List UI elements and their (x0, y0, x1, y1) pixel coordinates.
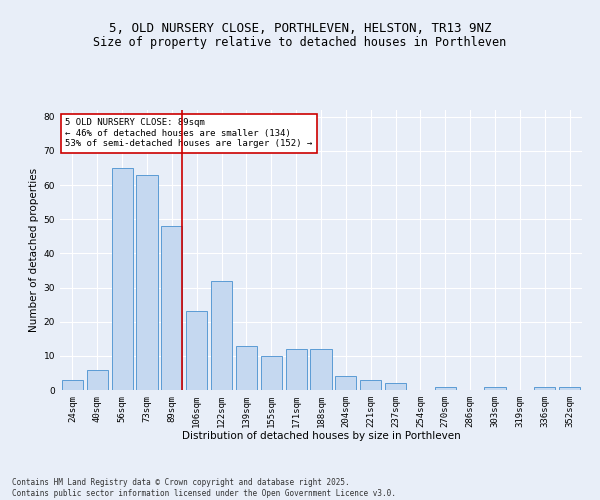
Bar (484, 386, 506, 390)
Bar (559, 386, 580, 390)
Bar (335, 376, 356, 390)
X-axis label: Distribution of detached houses by size in Porthleven: Distribution of detached houses by size … (182, 432, 460, 442)
Bar (211, 280, 232, 390)
Text: Size of property relative to detached houses in Porthleven: Size of property relative to detached ho… (94, 36, 506, 49)
Bar (360, 380, 381, 390)
Bar (286, 349, 307, 390)
Bar (385, 383, 406, 390)
Text: Contains HM Land Registry data © Crown copyright and database right 2025.
Contai: Contains HM Land Registry data © Crown c… (12, 478, 396, 498)
Bar (435, 386, 456, 390)
Bar (310, 349, 332, 390)
Bar (161, 226, 182, 390)
Bar (534, 386, 555, 390)
Bar (261, 356, 282, 390)
Bar (62, 380, 83, 390)
Text: 5, OLD NURSERY CLOSE, PORTHLEVEN, HELSTON, TR13 9NZ: 5, OLD NURSERY CLOSE, PORTHLEVEN, HELSTO… (109, 22, 491, 36)
Bar (136, 175, 158, 390)
Bar (236, 346, 257, 390)
Text: 5 OLD NURSERY CLOSE: 89sqm
← 46% of detached houses are smaller (134)
53% of sem: 5 OLD NURSERY CLOSE: 89sqm ← 46% of deta… (65, 118, 313, 148)
Y-axis label: Number of detached properties: Number of detached properties (29, 168, 40, 332)
Bar (87, 370, 108, 390)
Bar (112, 168, 133, 390)
Bar (186, 312, 207, 390)
